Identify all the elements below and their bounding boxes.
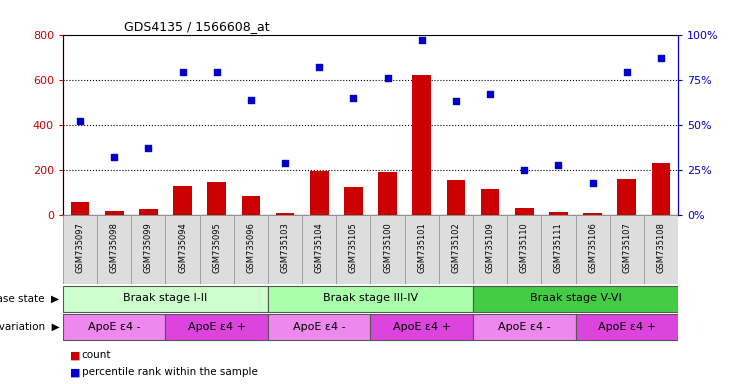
Bar	[378, 172, 397, 215]
FancyBboxPatch shape	[234, 215, 268, 284]
Bar	[173, 186, 192, 215]
Point	[553, 161, 565, 167]
Text: ■: ■	[70, 350, 81, 360]
Bar	[276, 213, 294, 215]
Text: GSM735109: GSM735109	[485, 222, 494, 273]
FancyBboxPatch shape	[405, 215, 439, 284]
FancyBboxPatch shape	[507, 215, 542, 284]
FancyBboxPatch shape	[63, 314, 165, 340]
Bar	[139, 209, 158, 215]
Text: count: count	[82, 350, 111, 360]
FancyBboxPatch shape	[97, 215, 131, 284]
FancyBboxPatch shape	[370, 215, 405, 284]
Text: GSM735102: GSM735102	[451, 222, 460, 273]
Bar	[447, 180, 465, 215]
Point	[279, 160, 291, 166]
Text: GSM735108: GSM735108	[657, 222, 665, 273]
Point	[210, 70, 222, 76]
Point	[621, 70, 633, 76]
Text: GDS4135 / 1566608_at: GDS4135 / 1566608_at	[124, 20, 270, 33]
Text: genotype/variation  ▶: genotype/variation ▶	[0, 322, 59, 333]
Text: Braak stage V-VI: Braak stage V-VI	[530, 293, 622, 303]
FancyBboxPatch shape	[576, 215, 610, 284]
FancyBboxPatch shape	[610, 215, 644, 284]
Bar	[651, 163, 671, 215]
FancyBboxPatch shape	[336, 215, 370, 284]
FancyBboxPatch shape	[473, 215, 507, 284]
Point	[313, 64, 325, 70]
Text: ApoE ε4 -: ApoE ε4 -	[498, 322, 551, 332]
FancyBboxPatch shape	[131, 215, 165, 284]
FancyBboxPatch shape	[63, 215, 97, 284]
Bar	[515, 208, 534, 215]
Bar	[583, 213, 602, 215]
FancyBboxPatch shape	[199, 215, 234, 284]
FancyBboxPatch shape	[268, 286, 473, 311]
Text: GSM735097: GSM735097	[76, 222, 84, 273]
Bar	[344, 187, 363, 215]
Point	[587, 179, 599, 185]
Bar	[617, 179, 637, 215]
Point	[245, 96, 257, 103]
Text: GSM735095: GSM735095	[212, 222, 222, 273]
Bar	[481, 189, 499, 215]
Text: GSM735104: GSM735104	[315, 222, 324, 273]
Text: GSM735110: GSM735110	[519, 222, 529, 273]
FancyBboxPatch shape	[63, 286, 268, 311]
Text: ApoE ε4 -: ApoE ε4 -	[293, 322, 345, 332]
FancyBboxPatch shape	[165, 215, 199, 284]
Bar	[310, 171, 329, 215]
FancyBboxPatch shape	[302, 215, 336, 284]
FancyBboxPatch shape	[268, 215, 302, 284]
Text: GSM735100: GSM735100	[383, 222, 392, 273]
FancyBboxPatch shape	[542, 215, 576, 284]
FancyBboxPatch shape	[644, 215, 678, 284]
FancyBboxPatch shape	[473, 314, 576, 340]
Text: GSM735101: GSM735101	[417, 222, 426, 273]
FancyBboxPatch shape	[439, 215, 473, 284]
Point	[518, 167, 530, 173]
Text: disease state  ▶: disease state ▶	[0, 293, 59, 304]
Text: percentile rank within the sample: percentile rank within the sample	[82, 367, 257, 377]
Text: ApoE ε4 +: ApoE ε4 +	[598, 322, 656, 332]
FancyBboxPatch shape	[165, 314, 268, 340]
Point	[655, 55, 667, 61]
Bar	[412, 75, 431, 215]
Text: ■: ■	[70, 367, 81, 377]
FancyBboxPatch shape	[576, 314, 678, 340]
Text: Braak stage III-IV: Braak stage III-IV	[323, 293, 418, 303]
Bar	[207, 182, 226, 215]
Point	[108, 154, 120, 161]
Text: GSM735103: GSM735103	[281, 222, 290, 273]
Point	[142, 145, 154, 151]
FancyBboxPatch shape	[268, 314, 370, 340]
Point	[382, 75, 393, 81]
Text: GSM735098: GSM735098	[110, 222, 119, 273]
Text: ApoE ε4 +: ApoE ε4 +	[393, 322, 451, 332]
Text: ApoE ε4 -: ApoE ε4 -	[88, 322, 141, 332]
Text: Braak stage I-II: Braak stage I-II	[123, 293, 207, 303]
Text: ApoE ε4 +: ApoE ε4 +	[187, 322, 246, 332]
Point	[484, 91, 496, 97]
Bar	[104, 210, 124, 215]
Point	[450, 98, 462, 104]
Point	[74, 118, 86, 124]
Text: GSM735107: GSM735107	[622, 222, 631, 273]
FancyBboxPatch shape	[473, 286, 678, 311]
Text: GSM735105: GSM735105	[349, 222, 358, 273]
Point	[416, 37, 428, 43]
Text: GSM735099: GSM735099	[144, 222, 153, 273]
Bar	[549, 212, 568, 215]
Bar	[70, 202, 90, 215]
Point	[176, 70, 188, 76]
Text: GSM735096: GSM735096	[247, 222, 256, 273]
Bar	[242, 196, 260, 215]
Point	[348, 95, 359, 101]
Text: GSM735106: GSM735106	[588, 222, 597, 273]
FancyBboxPatch shape	[370, 314, 473, 340]
Text: GSM735094: GSM735094	[178, 222, 187, 273]
Text: GSM735111: GSM735111	[554, 222, 563, 273]
